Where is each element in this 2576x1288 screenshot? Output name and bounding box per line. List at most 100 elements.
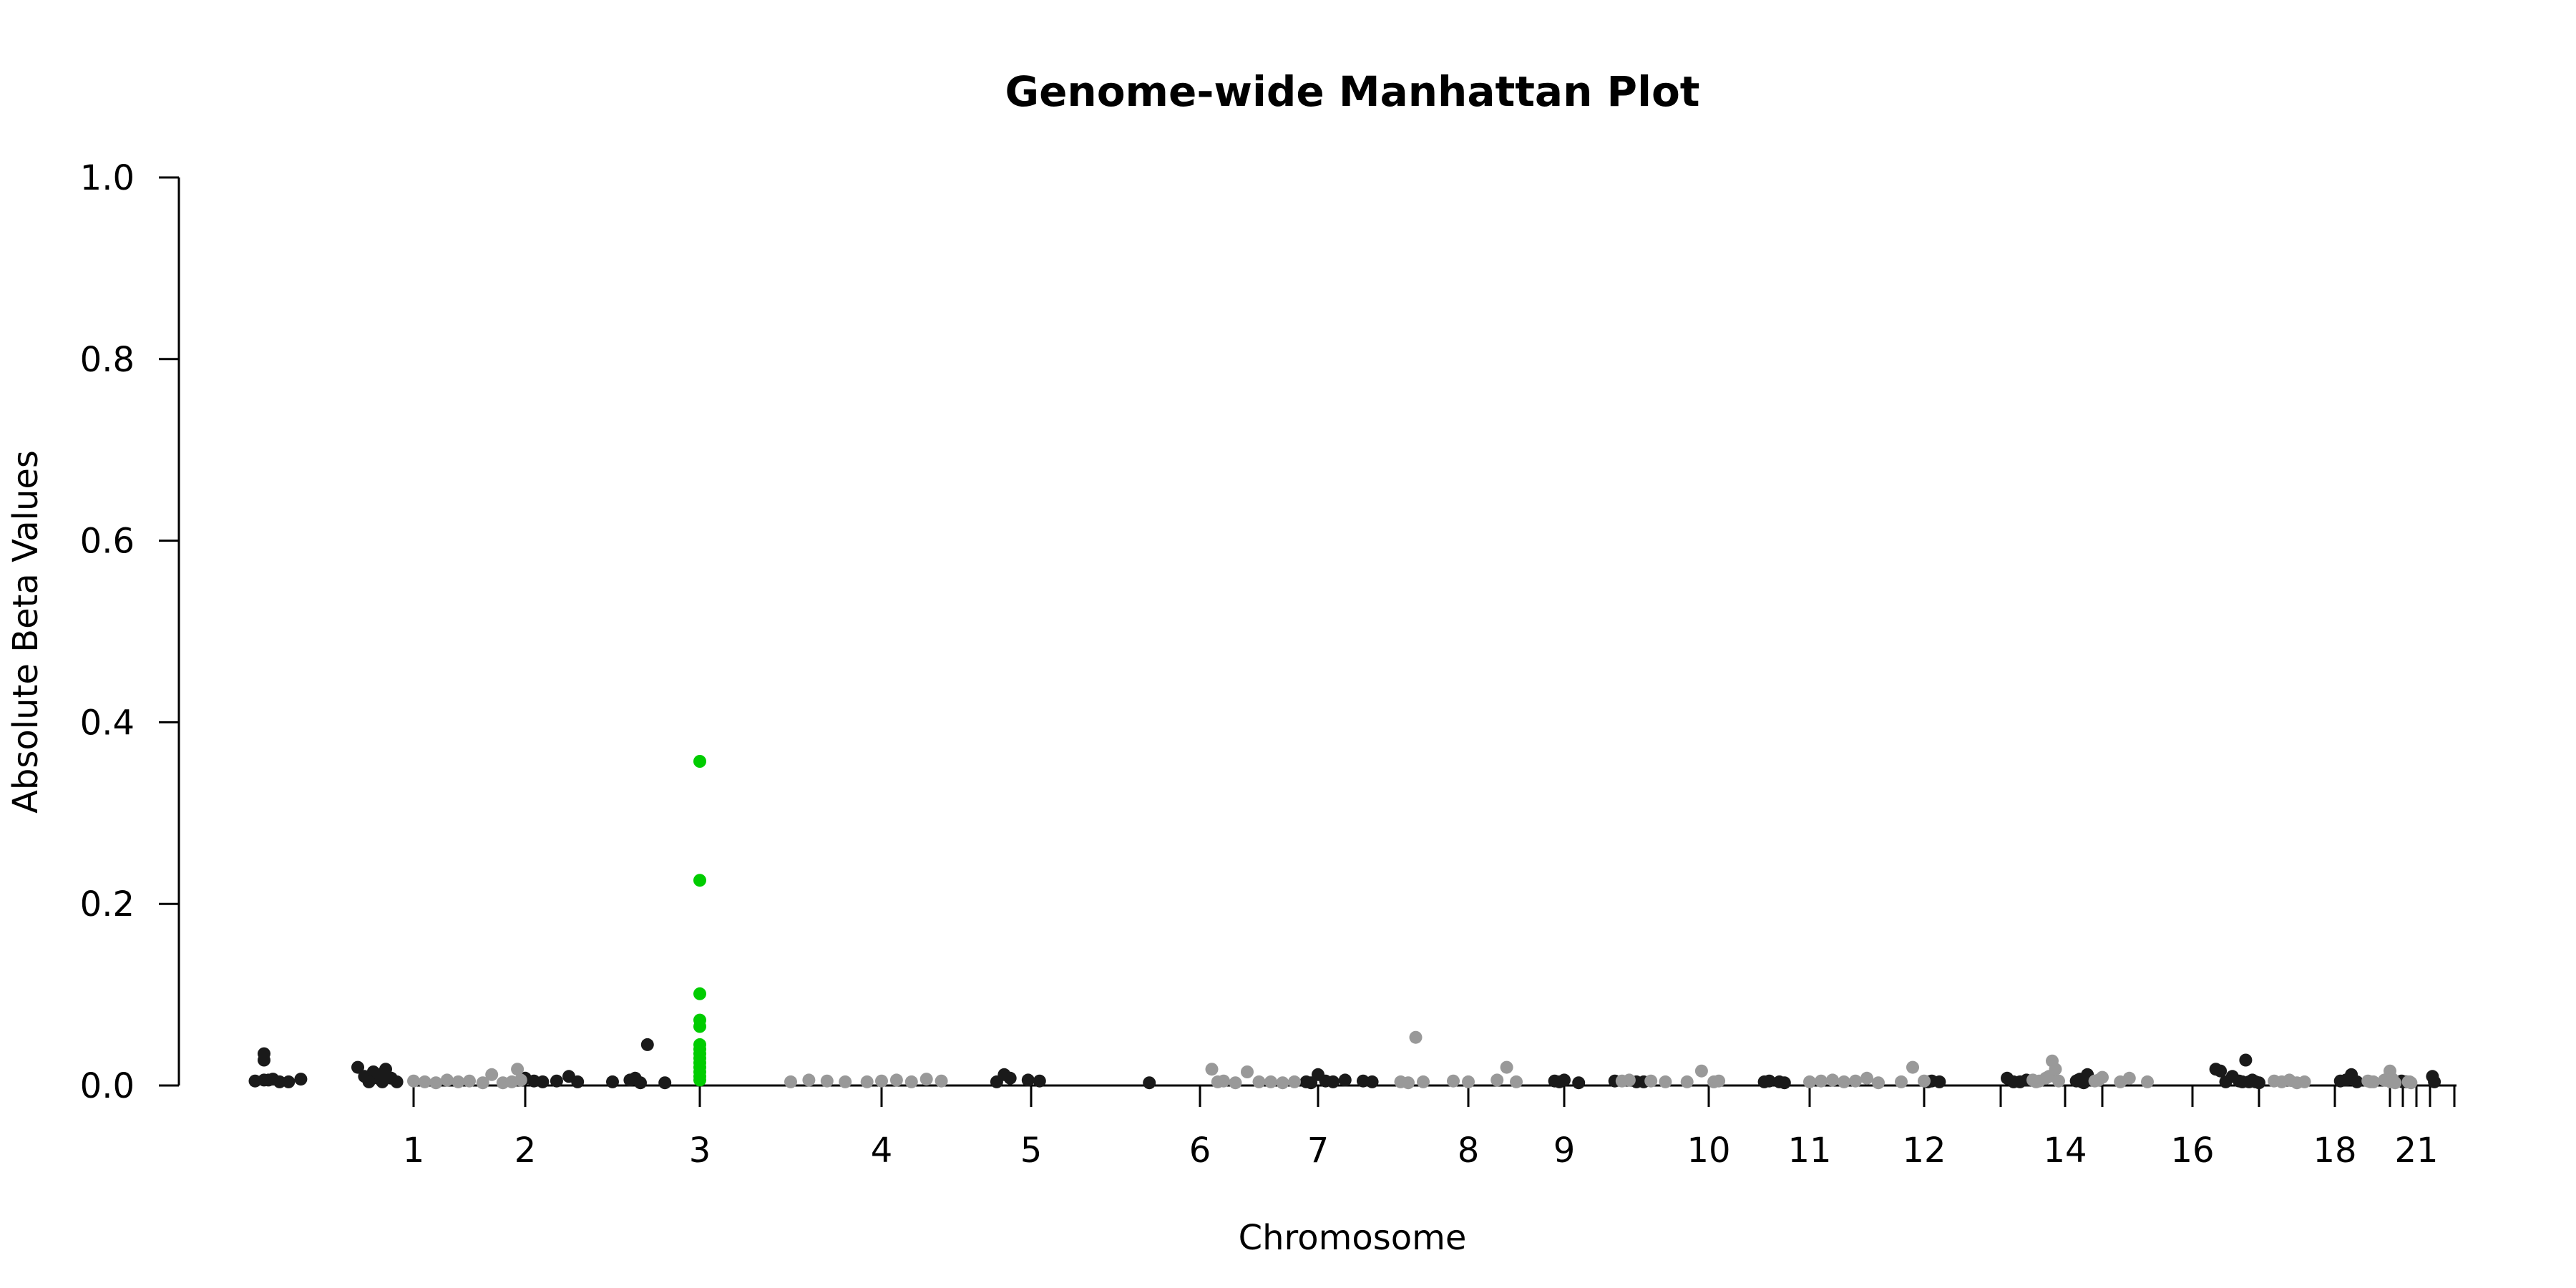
data-point-light bbox=[1402, 1076, 1415, 1090]
data-point-light bbox=[2141, 1075, 2154, 1088]
data-point-light bbox=[1241, 1065, 1254, 1078]
x-axis: 1 2 3 4 5 6 7 8 9 10 11 12 14 16 18 21 bbox=[403, 1084, 2457, 1171]
x-tick-label: 12 bbox=[1902, 1131, 1946, 1171]
x-tick-label: 1 bbox=[403, 1131, 425, 1171]
data-point-dark bbox=[351, 1060, 364, 1074]
data-point-dark bbox=[294, 1073, 308, 1086]
data-point-highlight bbox=[693, 987, 706, 1000]
data-point-light bbox=[1838, 1075, 1850, 1088]
data-point-dark bbox=[2077, 1076, 2090, 1090]
data-point-dark bbox=[390, 1075, 404, 1088]
data-point-light bbox=[1906, 1060, 1919, 1074]
data-point-dark bbox=[634, 1076, 647, 1090]
data-point-dark bbox=[1558, 1073, 1571, 1087]
data-point-light bbox=[1252, 1075, 1266, 1088]
data-point-light bbox=[1815, 1074, 1828, 1088]
data-point-dark bbox=[374, 1068, 387, 1081]
x-tick-label: 9 bbox=[1553, 1131, 1576, 1171]
data-point-light bbox=[1803, 1075, 1816, 1088]
data-point-light bbox=[511, 1063, 525, 1076]
data-point-light bbox=[2404, 1076, 2418, 1090]
data-point-light bbox=[1849, 1074, 1862, 1088]
x-tick-label: 14 bbox=[2043, 1131, 2087, 1171]
data-point-light bbox=[784, 1075, 797, 1088]
data-point-dark bbox=[1365, 1075, 1379, 1088]
data-point-light bbox=[1447, 1074, 1460, 1088]
data-point-light bbox=[1491, 1073, 1504, 1087]
data-point-light bbox=[429, 1076, 443, 1090]
data-point-dark bbox=[273, 1075, 286, 1088]
x-tick-label: 3 bbox=[689, 1131, 711, 1171]
data-point-highlight bbox=[693, 1020, 706, 1033]
data-point-light bbox=[2096, 1070, 2109, 1084]
data-point-light bbox=[860, 1075, 874, 1088]
data-point-light bbox=[1895, 1075, 1908, 1088]
x-tick-label: 2 bbox=[514, 1131, 537, 1171]
data-points bbox=[248, 755, 2441, 1090]
data-point-light bbox=[875, 1074, 888, 1088]
data-point-dark bbox=[2214, 1064, 2228, 1078]
data-point-light bbox=[2052, 1074, 2065, 1088]
data-point-light bbox=[1622, 1073, 1636, 1087]
x-tick-label: 7 bbox=[1307, 1131, 1330, 1171]
x-tick-label: 6 bbox=[1189, 1131, 1211, 1171]
data-point-dark bbox=[2350, 1075, 2363, 1088]
data-point-light bbox=[1680, 1075, 1694, 1088]
data-point-light bbox=[418, 1075, 431, 1088]
x-tick-label: 8 bbox=[1458, 1131, 1480, 1171]
data-point-light bbox=[1659, 1075, 1672, 1088]
y-tick-label: 0.8 bbox=[80, 340, 135, 380]
data-point-highlight bbox=[693, 755, 706, 768]
x-tick-label: 4 bbox=[871, 1131, 893, 1171]
x-tick-label: 11 bbox=[1787, 1131, 1831, 1171]
data-point-light bbox=[1872, 1076, 1885, 1090]
data-point-dark bbox=[2253, 1076, 2265, 1090]
data-point-light bbox=[452, 1075, 465, 1088]
data-point-light bbox=[1417, 1075, 1430, 1088]
y-axis-label: Absolute Beta Values bbox=[6, 450, 46, 814]
data-point-light bbox=[1826, 1073, 1839, 1087]
data-point-light bbox=[919, 1073, 933, 1086]
data-point-light bbox=[889, 1073, 903, 1087]
data-point-light bbox=[802, 1073, 816, 1087]
data-point-dark bbox=[258, 1053, 270, 1067]
data-point-light bbox=[904, 1075, 918, 1088]
data-point-dark bbox=[2239, 1053, 2253, 1067]
x-tick-label: 16 bbox=[2170, 1131, 2214, 1171]
data-point-light bbox=[1644, 1074, 1658, 1088]
y-tick-label: 0.6 bbox=[80, 522, 135, 562]
x-tick-label: 10 bbox=[1687, 1131, 1730, 1171]
data-point-light bbox=[1205, 1063, 1219, 1076]
data-point-light bbox=[1860, 1071, 1873, 1085]
data-point-dark bbox=[1033, 1074, 1046, 1088]
y-tick-label: 0.2 bbox=[80, 884, 135, 924]
data-point-light bbox=[463, 1074, 476, 1088]
data-point-dark bbox=[1572, 1076, 1586, 1090]
data-point-light bbox=[476, 1076, 489, 1090]
data-point-light bbox=[1217, 1074, 1230, 1088]
data-point-light bbox=[1462, 1075, 1475, 1088]
data-point-dark bbox=[550, 1074, 563, 1088]
data-point-light bbox=[820, 1074, 834, 1088]
data-point-light bbox=[407, 1074, 420, 1088]
data-point-dark bbox=[1327, 1075, 1340, 1088]
data-point-light bbox=[514, 1073, 527, 1087]
x-tick-label: 5 bbox=[1020, 1131, 1043, 1171]
data-point-dark bbox=[1777, 1076, 1791, 1090]
data-point-light bbox=[1409, 1030, 1423, 1044]
data-point-light bbox=[440, 1073, 454, 1087]
x-axis-label: Chromosome bbox=[1239, 1218, 1467, 1258]
data-point-light bbox=[1712, 1074, 1726, 1088]
data-point-light bbox=[1694, 1064, 1708, 1078]
y-tick-label: 0.4 bbox=[80, 703, 135, 743]
data-point-light bbox=[1264, 1075, 1277, 1088]
data-point-light bbox=[2298, 1075, 2311, 1088]
data-point-light bbox=[2366, 1075, 2380, 1088]
data-point-light bbox=[2049, 1063, 2062, 1076]
data-point-light bbox=[1288, 1075, 1301, 1088]
data-point-dark bbox=[536, 1075, 550, 1088]
data-point-dark bbox=[1933, 1075, 1946, 1088]
data-point-dark bbox=[1338, 1073, 1352, 1087]
x-tick-label: 21 bbox=[2394, 1131, 2438, 1171]
